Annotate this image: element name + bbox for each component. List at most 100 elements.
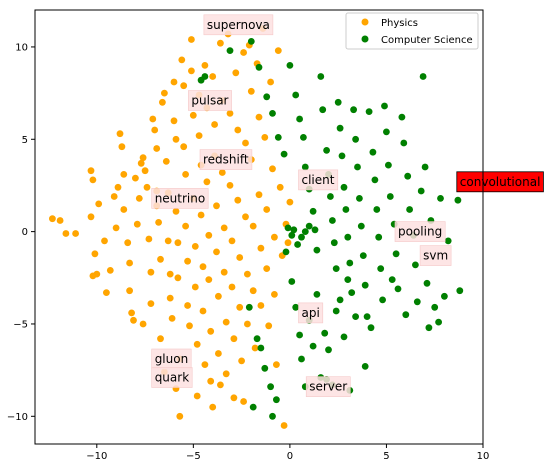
point-computer-science [332, 265, 340, 272]
point-computer-science [201, 73, 209, 80]
point-physics [110, 193, 118, 200]
point-physics [89, 272, 97, 280]
legend: Physics Computer Science [345, 12, 479, 50]
annotation-box [456, 171, 544, 193]
point-physics [135, 195, 143, 202]
point-computer-science [284, 224, 292, 232]
annotation-box [151, 367, 193, 388]
annotation-neutrino: neutrino [151, 188, 209, 209]
point-computer-science [288, 231, 296, 239]
point-computer-science [437, 195, 444, 202]
annotation-pulsar: pulsar [188, 90, 232, 111]
point-physics [234, 126, 242, 134]
x-tick-label: −10 [86, 451, 107, 462]
point-computer-science [292, 91, 300, 99]
point-computer-science [327, 193, 334, 200]
point-computer-science [290, 226, 298, 234]
point-physics [244, 320, 251, 328]
point-computer-science [431, 303, 439, 311]
annotation-box [298, 302, 324, 324]
point-computer-science [253, 335, 261, 343]
point-physics [157, 255, 164, 263]
point-computer-science [425, 324, 433, 332]
point-physics [218, 169, 226, 176]
point-physics [62, 230, 70, 237]
point-physics [263, 265, 271, 272]
point-computer-science [226, 47, 234, 54]
point-physics [141, 167, 149, 175]
point-computer-science [379, 296, 386, 304]
x-tick-label: −5 [186, 451, 201, 462]
point-physics [244, 270, 251, 278]
point-computer-science [377, 265, 385, 272]
point-computer-science [388, 276, 396, 283]
x-tick-label: 0 [287, 451, 293, 462]
point-computer-science [313, 246, 321, 254]
point-physics [172, 135, 180, 143]
point-physics [180, 143, 188, 151]
point-computer-science [352, 313, 359, 320]
point-computer-science [323, 147, 330, 154]
annotation-gluon: gluon [151, 348, 192, 370]
annotation-text: gluon [155, 352, 189, 366]
point-computer-science [383, 128, 390, 136]
point-physics [128, 309, 136, 317]
legend-label-physics: Physics [381, 18, 418, 29]
point-computer-science [385, 161, 392, 169]
point-computer-science [317, 73, 325, 80]
point-physics [132, 174, 139, 182]
point-physics [261, 134, 269, 141]
axes-frame [34, 9, 484, 445]
annotation-quark: quark [151, 367, 193, 388]
y-tick-label: 5 [22, 135, 28, 146]
point-computer-science [354, 163, 361, 171]
annotation-box [151, 188, 209, 209]
point-physics [176, 412, 184, 420]
point-physics [286, 198, 294, 206]
point-physics [147, 300, 155, 307]
point-physics [228, 237, 236, 245]
point-physics [157, 335, 164, 343]
annotation-client: client [298, 169, 339, 191]
point-physics [91, 250, 99, 258]
point-physics [126, 259, 133, 267]
point-physics [213, 248, 220, 256]
point-physics [184, 302, 192, 309]
point-physics [265, 322, 273, 330]
annotation-text: api [302, 306, 320, 320]
point-physics [199, 263, 207, 271]
point-physics [139, 154, 147, 162]
point-computer-science [373, 206, 381, 213]
point-physics [213, 202, 220, 210]
point-physics [151, 126, 159, 134]
point-computer-science [371, 176, 379, 184]
point-physics [114, 183, 122, 191]
point-computer-science [330, 239, 338, 247]
point-physics [234, 196, 242, 204]
point-computer-science [245, 303, 253, 311]
point-computer-science [269, 110, 276, 117]
point-computer-science [296, 331, 303, 339]
annotation-redshift: redshift [199, 149, 253, 170]
point-physics [226, 110, 234, 117]
point-physics [124, 239, 132, 247]
x-tick-label: 5 [383, 451, 389, 462]
point-physics [174, 274, 182, 282]
points-layer [49, 25, 464, 429]
point-computer-science [342, 206, 350, 213]
point-physics [56, 217, 64, 224]
point-computer-science [357, 222, 365, 230]
point-computer-science [273, 396, 280, 404]
point-physics [72, 230, 79, 237]
point-physics [168, 315, 176, 322]
y-tick-label: 10 [15, 42, 28, 53]
point-physics [149, 115, 157, 123]
point-physics [273, 361, 280, 368]
point-physics [217, 39, 224, 47]
point-computer-science [300, 134, 307, 141]
point-physics [276, 183, 284, 191]
point-physics [230, 394, 238, 402]
point-physics [236, 254, 244, 261]
point-physics [170, 78, 178, 86]
annotation-text: neutrino [155, 191, 206, 205]
